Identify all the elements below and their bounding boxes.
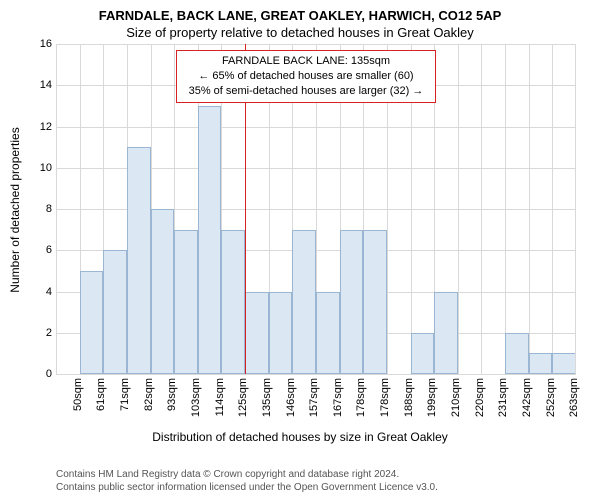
chart-subtitle: Size of property relative to detached ho… [0,25,600,40]
histogram-bar [411,333,435,374]
x-tick-label: 135sqm [261,378,273,417]
histogram-bar [529,353,553,374]
gridline-v [552,44,553,374]
gridline-v [505,44,506,374]
caption-line1: Contains HM Land Registry data © Crown c… [56,469,399,480]
x-tick-label: 71sqm [119,378,131,411]
chart-title-address: FARNDALE, BACK LANE, GREAT OAKLEY, HARWI… [0,0,600,23]
y-tick-label: 8 [32,203,52,215]
y-tick-label: 10 [32,162,52,174]
x-tick-label: 242sqm [521,378,533,417]
x-tick-label: 188sqm [403,378,415,417]
gridline-v [458,44,459,374]
caption-line2: Contains public sector information licen… [56,482,438,493]
histogram-bar [316,292,340,375]
x-tick-label: 114sqm [214,378,226,416]
info-box-line2: ← 65% of detached houses are smaller (60… [183,69,429,84]
x-tick-label: 231sqm [497,378,509,417]
gridline-v [56,44,57,374]
x-tick-label: 61sqm [95,378,107,411]
gridline-v [575,44,576,374]
y-tick-label: 2 [32,327,52,339]
x-tick-label: 178sqm [379,378,391,417]
x-tick-label: 220sqm [474,378,486,417]
histogram-bar [221,230,245,374]
plot-area: FARNDALE BACK LANE: 135sqm← 65% of detac… [56,44,576,374]
x-tick-label: 125sqm [237,378,249,417]
info-box-line1: FARNDALE BACK LANE: 135sqm [183,54,429,69]
y-tick-label: 6 [32,244,52,256]
x-tick-label: 199sqm [426,378,438,417]
x-tick-label: 263sqm [568,378,580,417]
gridline-v [481,44,482,374]
histogram-bar [174,230,198,374]
histogram-bar [151,209,175,374]
chart-container: FARNDALE, BACK LANE, GREAT OAKLEY, HARWI… [0,0,600,500]
histogram-bar [127,147,151,374]
y-axis-label: Number of detached properties [8,127,22,292]
histogram-bar [552,353,576,374]
histogram-bar [340,230,364,374]
x-tick-label: 252sqm [545,378,557,417]
histogram-bar [80,271,104,374]
histogram-bar [292,230,316,374]
histogram-bar [103,250,127,374]
histogram-bar [245,292,269,375]
y-tick-label: 0 [32,368,52,380]
x-tick-label: 210sqm [450,378,462,417]
reference-info-box: FARNDALE BACK LANE: 135sqm← 65% of detac… [176,50,436,103]
x-tick-label: 50sqm [72,378,84,411]
y-tick-label: 12 [32,121,52,133]
histogram-bar [363,230,387,374]
x-axis-label: Distribution of detached houses by size … [0,430,600,444]
x-tick-label: 103sqm [190,378,202,417]
x-tick-label: 178sqm [355,378,367,417]
x-tick-label: 167sqm [332,378,344,417]
histogram-bar [269,292,293,375]
y-tick-label: 4 [32,286,52,298]
x-tick-label: 157sqm [308,378,320,417]
histogram-bar [198,106,222,374]
gridline-h [56,374,576,375]
gridline-v [529,44,530,374]
histogram-bar [434,292,458,375]
y-tick-label: 14 [32,79,52,91]
x-tick-label: 82sqm [143,378,155,411]
histogram-bar [505,333,529,374]
copyright-caption: Contains HM Land Registry data © Crown c… [56,469,438,494]
x-tick-label: 93sqm [166,378,178,411]
y-tick-label: 16 [32,38,52,50]
x-tick-label: 146sqm [285,378,297,417]
info-box-line3: 35% of semi-detached houses are larger (… [183,84,429,99]
